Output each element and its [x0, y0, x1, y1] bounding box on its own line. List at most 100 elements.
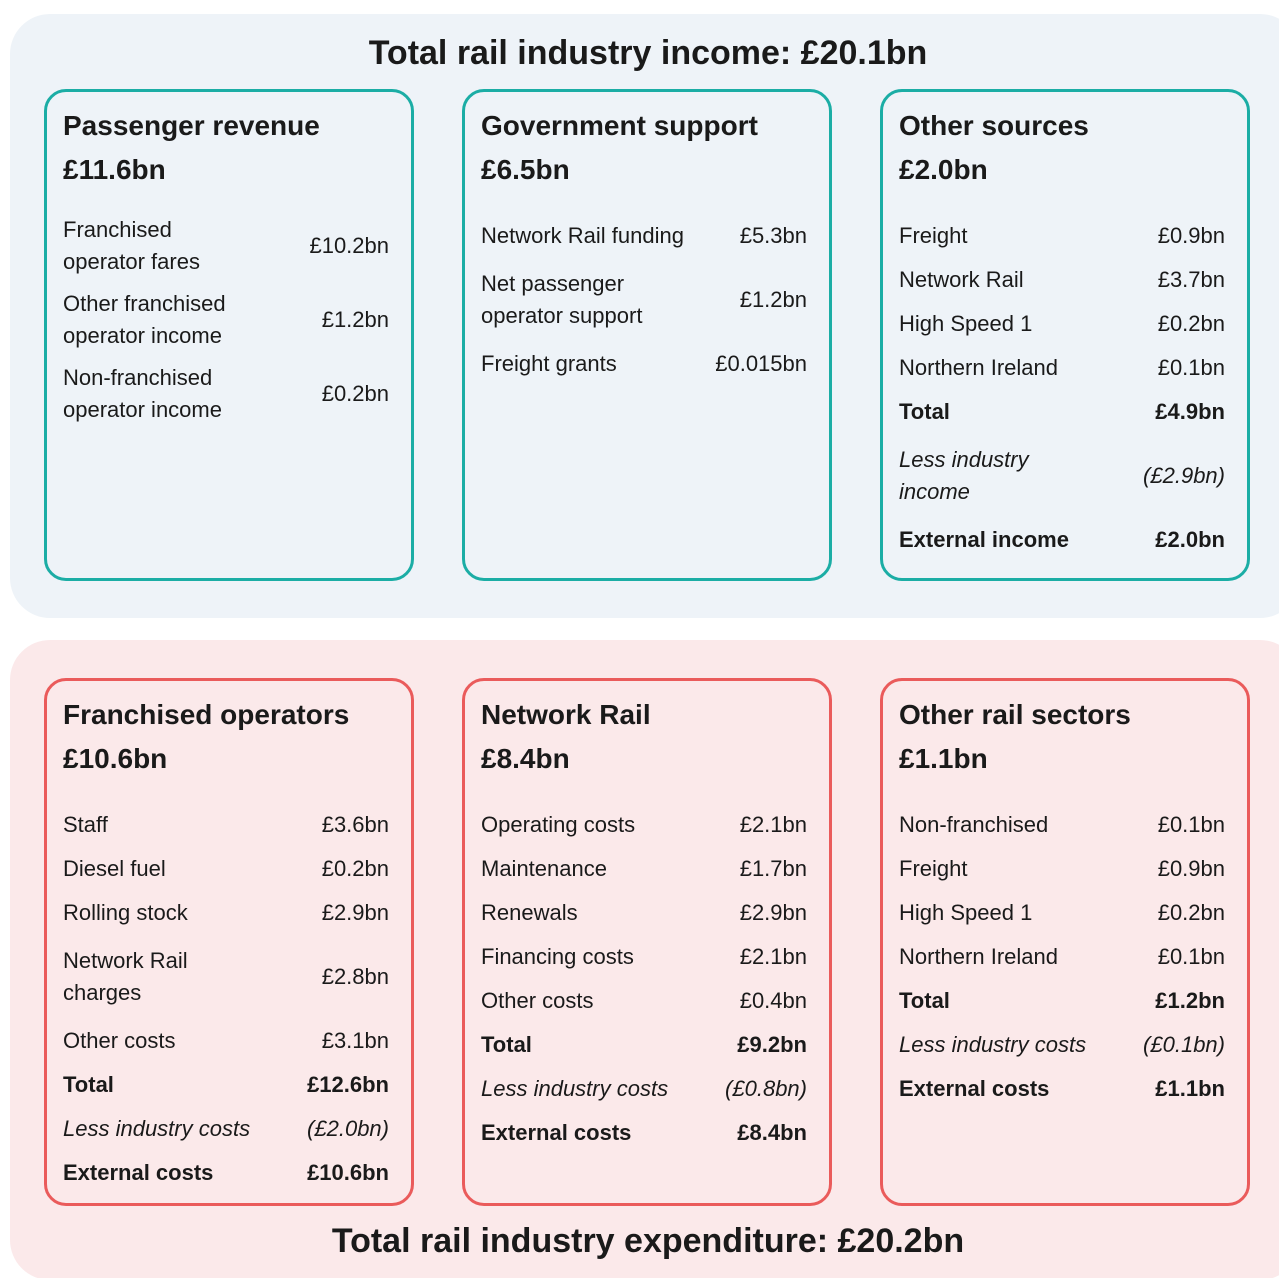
row-label: Other costs: [63, 1028, 176, 1053]
row: High Speed 1 £0.2bn: [899, 891, 1225, 935]
row: Northern Ireland £0.1bn: [899, 935, 1225, 979]
row-value: £1.2bn: [739, 287, 807, 312]
row-label: Total: [899, 988, 950, 1013]
row-label: Financing costs: [481, 944, 634, 969]
row-value: £2.9bn: [739, 900, 807, 925]
row-value: £2.0bn: [1155, 527, 1225, 552]
box: Franchised operators £10.6bn Staff £3.6bn Di…: [44, 678, 414, 1206]
row-value: £0.2bn: [321, 856, 389, 881]
row: Other costs £3.1bn: [63, 1019, 389, 1063]
row: High Speed 1 £0.2bn: [899, 302, 1225, 346]
row: Non-franchised £0.1bn: [899, 803, 1225, 847]
box-title: Government support: [481, 110, 758, 141]
row-value: £5.3bn: [739, 223, 807, 248]
row: External costs £8.4bn: [481, 1111, 807, 1155]
row-label: Network Rail: [899, 267, 1024, 292]
row-value: £4.9bn: [1155, 399, 1225, 424]
box-amount: £2.0bn: [899, 154, 988, 185]
row-label: Total: [63, 1072, 114, 1097]
row-value: £0.2bn: [1157, 311, 1225, 336]
box-title: Network Rail: [481, 699, 651, 730]
row-value: £12.6bn: [307, 1072, 389, 1097]
row: Franchised operator fares £10.2bn: [63, 214, 389, 278]
panel: Total rail industry expenditure: £20.2bn…: [10, 640, 1279, 1278]
panel-title: Total rail industry income: £20.1bn: [368, 34, 928, 72]
row-label: Net passenger operator support: [481, 271, 643, 328]
row-label: Rolling stock: [63, 900, 188, 925]
row: Maintenance £1.7bn: [481, 847, 807, 891]
row: Rolling stock £2.9bn: [63, 891, 389, 935]
row-value: £0.2bn: [321, 381, 389, 406]
panel-title: Total rail industry expenditure: £20.2bn: [331, 1222, 965, 1260]
panel: Total rail industry income: £20.1bn Passe…: [10, 14, 1279, 618]
box: Passenger revenue £11.6bn Franchised opera…: [44, 89, 414, 581]
box-amount: £1.1bn: [899, 743, 988, 774]
row-label: Staff: [63, 812, 108, 837]
row: Non-franchised operator income £0.2bn: [63, 362, 389, 426]
row-label: Franchised operator fares: [63, 217, 200, 274]
row-label: Freight: [899, 223, 968, 248]
row: Network Rail funding £5.3bn: [481, 214, 807, 258]
row-value: £1.2bn: [321, 307, 389, 332]
row: Less industry income (£2.9bn): [899, 444, 1225, 508]
row-value: (£0.8bn): [725, 1076, 807, 1101]
row-value: £10.2bn: [309, 233, 389, 258]
row-value: £0.1bn: [1157, 812, 1225, 837]
row-label: Renewals: [481, 900, 578, 925]
box: Government support £6.5bn Network Rail fun…: [462, 89, 832, 581]
row-value: £0.9bn: [1157, 223, 1225, 248]
row-label: High Speed 1: [899, 311, 1033, 336]
row-value: (£2.9bn): [1143, 463, 1225, 488]
row: Network Rail charges £2.8bn: [63, 945, 389, 1009]
row-value: £3.6bn: [321, 812, 389, 837]
rows: Network Rail funding £5.3bn Net passenger …: [481, 214, 807, 386]
row-value: £3.1bn: [321, 1028, 389, 1053]
row-value: (£0.1bn): [1143, 1032, 1225, 1057]
box-title: Franchised operators: [63, 699, 350, 730]
row-label: High Speed 1: [899, 900, 1033, 925]
row-value: £1.7bn: [739, 856, 807, 881]
row-label: Total: [481, 1032, 532, 1057]
row-label: Freight grants: [481, 351, 617, 376]
box: Other rail sectors £1.1bn Non-franchised £0…: [880, 678, 1250, 1206]
row-label: External income: [899, 527, 1069, 552]
row: Freight grants £0.015bn: [481, 342, 807, 386]
row-label: Less industry costs: [63, 1116, 251, 1141]
box: Other sources £2.0bn Freight £0.9bn Network …: [880, 89, 1250, 581]
row: Less industry costs (£0.8bn): [481, 1067, 807, 1111]
box-title: Passenger revenue: [63, 110, 320, 141]
row: Staff £3.6bn: [63, 803, 389, 847]
row-value: £10.6bn: [307, 1160, 389, 1185]
row-value: £0.015bn: [715, 351, 807, 376]
row-label: External costs: [899, 1076, 1050, 1101]
row: External costs £1.1bn: [899, 1067, 1225, 1111]
row: Freight £0.9bn: [899, 214, 1225, 258]
row-label: Other costs: [481, 988, 594, 1013]
row-value: £0.2bn: [1157, 900, 1225, 925]
row: Financing costs £2.1bn: [481, 935, 807, 979]
box-amount: £8.4bn: [481, 743, 570, 774]
row: Other franchised operator income £1.2bn: [63, 288, 389, 352]
row: Operating costs £2.1bn: [481, 803, 807, 847]
row-value: £0.1bn: [1157, 944, 1225, 969]
row-label: External costs: [481, 1120, 632, 1145]
row-value: £0.4bn: [739, 988, 807, 1013]
box-title: Other sources: [899, 110, 1089, 141]
box: Network Rail £8.4bn Operating costs £2.1bn M…: [462, 678, 832, 1206]
row-label: Northern Ireland: [899, 944, 1058, 969]
row-value: £2.1bn: [739, 944, 807, 969]
row-value: £1.2bn: [1155, 988, 1225, 1013]
row: Less industry costs (£2.0bn): [63, 1107, 389, 1151]
row-label: Non-franchised operator income: [63, 365, 222, 422]
row: Diesel fuel £0.2bn: [63, 847, 389, 891]
row: Network Rail £3.7bn: [899, 258, 1225, 302]
box-amount: £10.6bn: [63, 743, 168, 774]
row: Freight £0.9bn: [899, 847, 1225, 891]
row: External income £2.0bn: [899, 518, 1225, 562]
box-amount: £6.5bn: [481, 154, 570, 185]
row-label: Diesel fuel: [63, 856, 166, 881]
row: Total £9.2bn: [481, 1023, 807, 1067]
row-label: Operating costs: [481, 812, 636, 837]
row-label: Northern Ireland: [899, 355, 1058, 380]
